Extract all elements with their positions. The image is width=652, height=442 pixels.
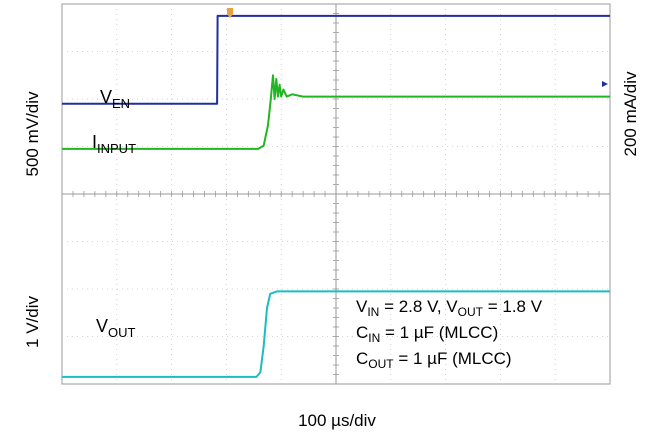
trace-label-vout: VOUT	[96, 316, 136, 340]
left-top-scale-label: 500 mV/div	[23, 91, 42, 177]
conditions-line-3: COUT = 1 µF (MLCC)	[356, 349, 512, 371]
trace-label-iinput: IINPUT	[92, 132, 136, 156]
grid	[61, 3, 611, 385]
time-scale-label: 100 µs/div	[298, 411, 376, 430]
trace-v-en	[62, 14, 610, 105]
conditions-line-2: CIN = 1 µF (MLCC)	[356, 323, 498, 345]
trace-label-ven: VEN	[100, 87, 130, 111]
trigger-marker-icon	[227, 8, 233, 18]
conditions-line-1: VIN = 2.8 V, VOUT = 1.8 V	[356, 297, 543, 319]
trace-v-out	[62, 290, 610, 378]
channel-level-marker-icon	[602, 81, 608, 87]
traces	[62, 14, 610, 378]
right-scale-label: 200 mA/div	[621, 71, 640, 157]
left-bottom-scale-label: 1 V/div	[23, 296, 42, 348]
trace-i-input	[62, 74, 610, 150]
